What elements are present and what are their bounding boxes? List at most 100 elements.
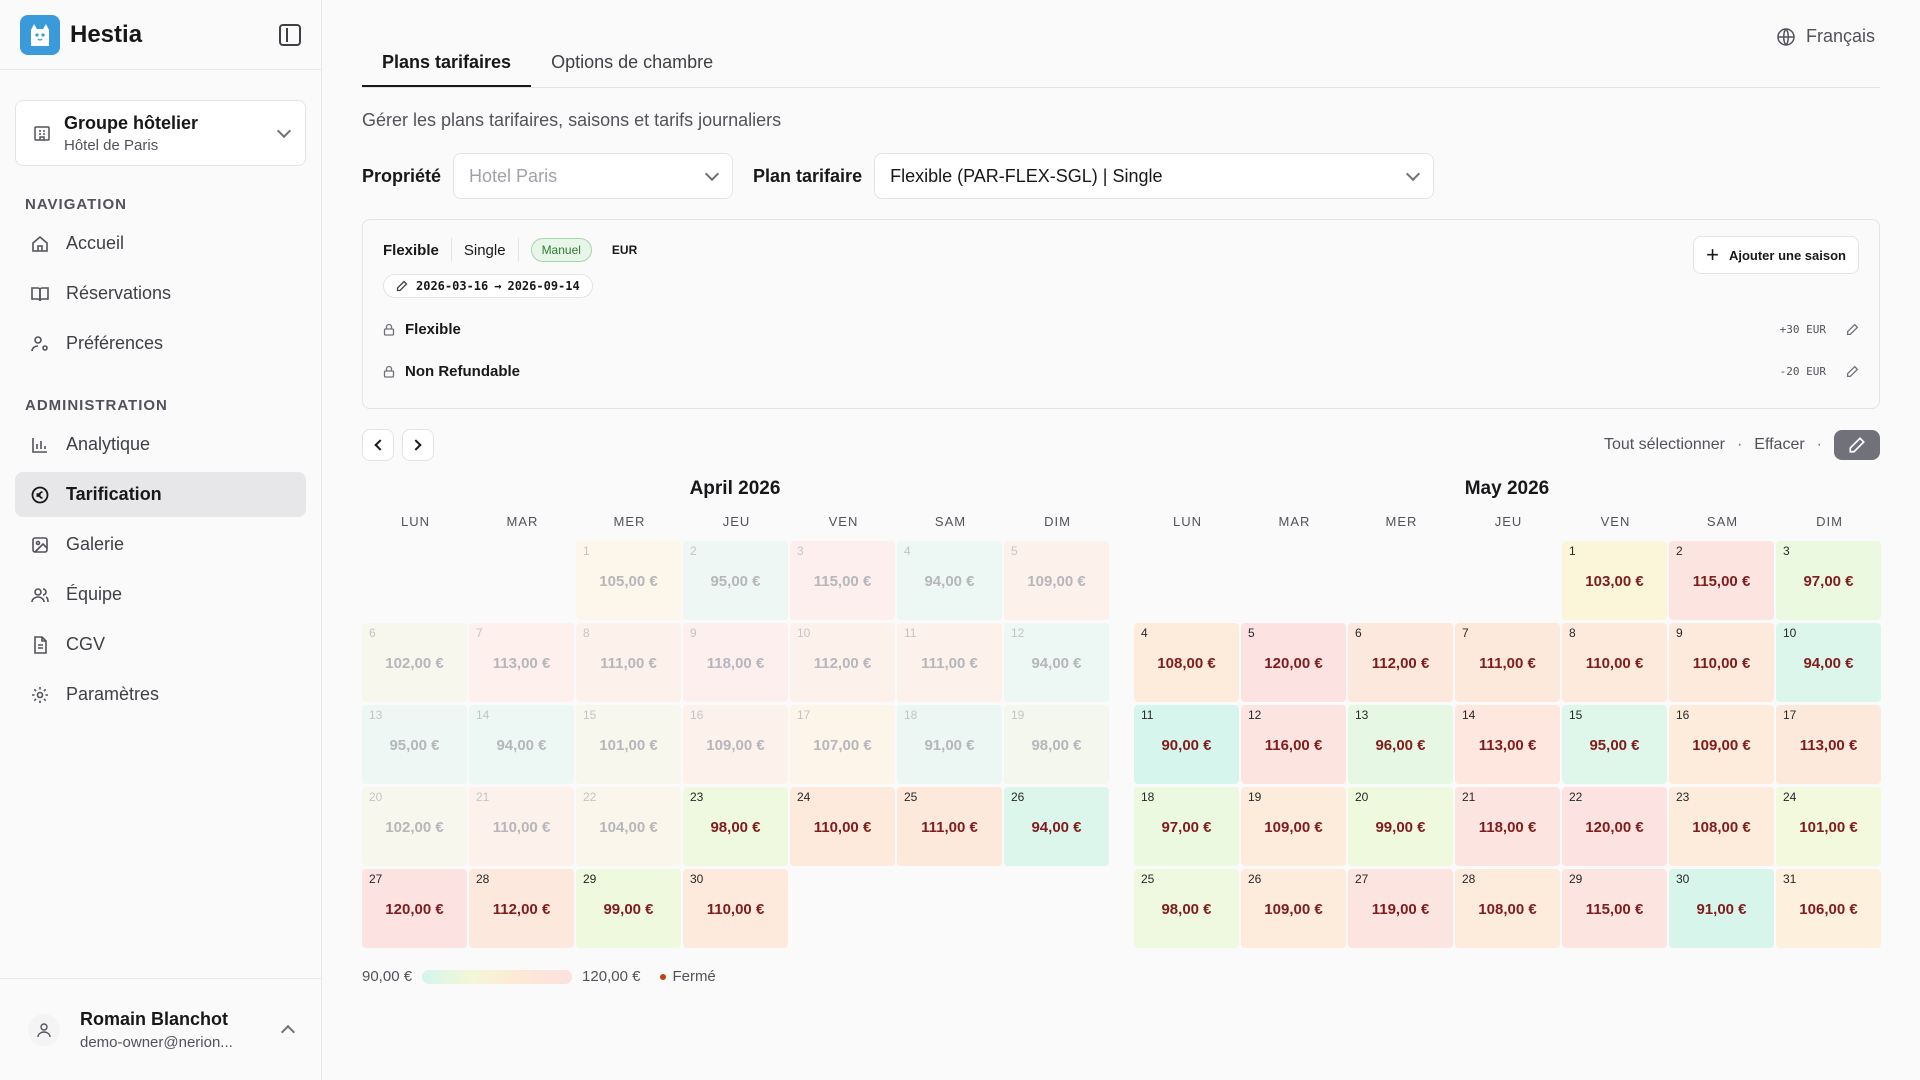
day-cell[interactable]: 26 109,00 € — [1241, 869, 1346, 948]
day-cell[interactable]: 8 110,00 € — [1562, 623, 1667, 702]
day-grid: 1 103,00 € 2 115,00 € 3 97,00 € 4 108,00 € 5 120,… — [1134, 541, 1881, 948]
sidebar-toggle-icon[interactable] — [279, 23, 301, 46]
empty-cell — [1241, 541, 1346, 620]
day-cell[interactable]: 6 112,00 € — [1348, 623, 1453, 702]
day-cell[interactable]: 3 97,00 € — [1776, 541, 1881, 620]
day-cell[interactable]: 13 96,00 € — [1348, 705, 1453, 784]
weekday-label: LUN — [1172, 513, 1202, 529]
day-cell[interactable]: 29 99,00 € — [576, 869, 681, 948]
clear-link[interactable]: Effacer — [1754, 436, 1805, 453]
day-cell[interactable]: 31 106,00 € — [1776, 869, 1881, 948]
bulk-edit-button[interactable] — [1834, 430, 1880, 460]
season-date-range[interactable]: 2026-03-16 → 2026-09-14 — [383, 274, 593, 298]
day-number: 18 — [904, 708, 918, 722]
day-cell: 17 107,00 € — [790, 705, 895, 784]
pencil-icon — [396, 280, 408, 292]
nav-item-tarification[interactable]: Tarification — [15, 472, 306, 517]
empty-cell — [1134, 541, 1239, 620]
day-cell[interactable]: 30 110,00 € — [683, 869, 788, 948]
day-cell[interactable]: 27 119,00 € — [1348, 869, 1453, 948]
day-cell[interactable]: 28 108,00 € — [1455, 869, 1560, 948]
day-cell[interactable]: 17 113,00 € — [1776, 705, 1881, 784]
day-cell[interactable]: 9 110,00 € — [1669, 623, 1774, 702]
property-select[interactable]: Hotel Paris — [453, 153, 734, 199]
day-number: 26 — [1011, 790, 1025, 804]
day-price: 112,00 € — [1371, 655, 1430, 672]
day-cell[interactable]: 25 111,00 € — [897, 787, 1002, 866]
day-cell[interactable]: 18 97,00 € — [1134, 787, 1239, 866]
rate-plan-select[interactable]: Flexible (PAR-FLEX-SGL) | Single — [874, 153, 1435, 199]
nav-item-label: CGV — [66, 634, 106, 654]
day-cell[interactable]: 27 120,00 € — [362, 869, 467, 948]
nav-item-accueil[interactable]: Accueil — [15, 221, 306, 266]
day-cell[interactable]: 25 98,00 € — [1134, 869, 1239, 948]
day-number: 18 — [1141, 790, 1155, 804]
next-month-button[interactable] — [402, 429, 434, 461]
day-price: 115,00 € — [1692, 573, 1751, 590]
nav-item-analytique[interactable]: Analytique — [15, 422, 306, 467]
day-price: 112,00 € — [492, 901, 551, 918]
day-cell[interactable]: 19 109,00 € — [1241, 787, 1346, 866]
add-season-button[interactable]: + Ajouter une saison — [1693, 236, 1859, 274]
day-cell: 21 110,00 € — [469, 787, 574, 866]
day-cell[interactable]: 22 120,00 € — [1562, 787, 1667, 866]
day-cell[interactable]: 1 103,00 € — [1562, 541, 1667, 620]
day-cell[interactable]: 12 116,00 € — [1241, 705, 1346, 784]
nav-item-preferences[interactable]: Préférences — [15, 321, 306, 366]
closed-dot — [660, 973, 667, 980]
chevron-left-icon — [374, 439, 386, 451]
day-number: 28 — [476, 872, 490, 886]
nav-item-galerie[interactable]: Galerie — [15, 522, 306, 567]
day-cell[interactable]: 14 113,00 € — [1455, 705, 1560, 784]
language-switcher[interactable]: Français — [1776, 26, 1875, 47]
day-cell[interactable]: 5 120,00 € — [1241, 623, 1346, 702]
day-price: 115,00 € — [813, 573, 872, 590]
day-number: 27 — [1355, 872, 1369, 886]
day-cell[interactable]: 16 109,00 € — [1669, 705, 1774, 784]
day-number: 12 — [1011, 626, 1025, 640]
nav-item-cgv[interactable]: CGV — [15, 622, 306, 667]
pencil-icon[interactable] — [1846, 323, 1859, 336]
day-cell[interactable]: 15 95,00 € — [1562, 705, 1667, 784]
prev-month-button[interactable] — [362, 429, 394, 461]
day-cell[interactable]: 21 118,00 € — [1455, 787, 1560, 866]
day-cell[interactable]: 23 98,00 € — [683, 787, 788, 866]
app-name: Hestia — [70, 20, 143, 48]
user-icon — [37, 1022, 51, 1037]
day-price: 91,00 € — [924, 737, 975, 754]
day-cell[interactable]: 2 115,00 € — [1669, 541, 1774, 620]
nav-item-label: Équipe — [66, 584, 123, 604]
day-cell: 8 111,00 € — [576, 623, 681, 702]
day-cell[interactable]: 24 101,00 € — [1776, 787, 1881, 866]
user-menu[interactable]: Romain Blanchot demo-owner@nerion... — [0, 978, 321, 1080]
pencil-icon[interactable] — [1846, 365, 1859, 378]
day-cell[interactable]: 7 111,00 € — [1455, 623, 1560, 702]
nav-item-equipe[interactable]: Équipe — [15, 572, 306, 617]
day-cell[interactable]: 24 110,00 € — [790, 787, 895, 866]
day-cell[interactable]: 29 115,00 € — [1562, 869, 1667, 948]
image-icon — [30, 535, 50, 555]
day-cell: 10 112,00 € — [790, 623, 895, 702]
select-all-link[interactable]: Tout sélectionner — [1603, 436, 1725, 453]
nav-item-parametres[interactable]: Paramètres — [15, 672, 306, 717]
tab-plans-tarifaires[interactable]: Plans tarifaires — [362, 52, 532, 87]
property-value: Hotel Paris — [469, 165, 558, 186]
nav-item-label: Préférences — [66, 333, 164, 353]
day-cell[interactable]: 11 90,00 € — [1134, 705, 1239, 784]
team-icon — [30, 585, 50, 605]
day-price: 91,00 € — [1696, 901, 1747, 918]
day-cell[interactable]: 28 112,00 € — [469, 869, 574, 948]
nav-item-label: Accueil — [66, 233, 125, 253]
day-cell[interactable]: 23 108,00 € — [1669, 787, 1774, 866]
nav-item-reservations[interactable]: Réservations — [15, 271, 306, 316]
tab-options-de-chambre[interactable]: Options de chambre — [551, 52, 714, 72]
day-cell: 1 105,00 € — [576, 541, 681, 620]
day-cell[interactable]: 20 99,00 € — [1348, 787, 1453, 866]
org-switcher[interactable]: Groupe hôtelier Hôtel de Paris — [15, 100, 306, 166]
user-name: Romain Blanchot — [80, 1008, 229, 1029]
day-cell[interactable]: 30 91,00 € — [1669, 869, 1774, 948]
day-cell[interactable]: 10 94,00 € — [1776, 623, 1881, 702]
day-cell[interactable]: 26 94,00 € — [1004, 787, 1109, 866]
day-number: 21 — [1462, 790, 1476, 804]
day-cell[interactable]: 4 108,00 € — [1134, 623, 1239, 702]
